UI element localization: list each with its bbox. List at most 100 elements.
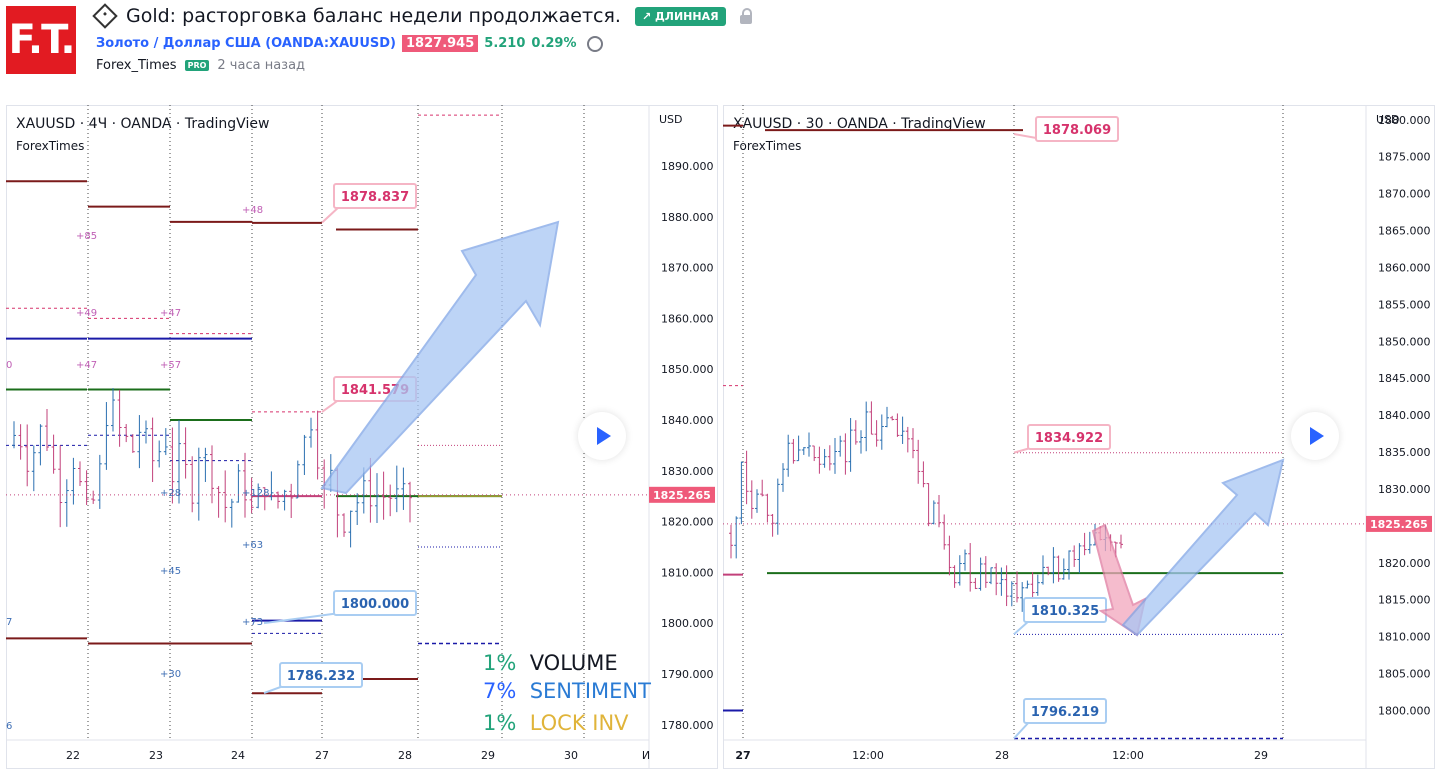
price-tick-label: 1850.000 [661,363,714,376]
price-tick-label: 1880.000 [661,211,714,224]
price-tick-label: 1870.000 [1378,188,1431,201]
callout-box [333,590,417,616]
price-tick-label: 1790.000 [661,668,714,681]
callout-box [1023,698,1107,724]
level-distance-label: +48 [242,205,263,216]
idea-title-row: Gold: расторговка баланс недели продолжа… [92,3,752,29]
time-tick-label: 28 [995,749,1009,762]
idea-diamond-icon [92,3,118,29]
level-distance-label: 0 [6,360,12,371]
time-tick-label: 30 [564,749,578,762]
callout-box [1027,424,1111,450]
currency-label: USD [659,113,683,126]
callout-label: 1810.325 [1031,604,1099,619]
indicator-sentiment: 7% SENTIMENT [483,679,651,703]
time-ago: 2 часа назад [217,58,306,73]
price-tick-label: 1830.000 [1378,483,1431,496]
forecast-arrow-up [320,220,560,495]
price-tick-label: 1890.000 [661,160,714,173]
callout-box [279,662,363,688]
time-tick-label: И [642,749,650,762]
level-distance-label: +85 [76,231,97,242]
pro-badge: PRO [184,60,210,71]
chart-title: XAUUSD · 4Ч · OANDA · TradingView [16,116,269,132]
price-tick-label: 1830.000 [661,465,714,478]
time-tick-label: 12:00 [852,749,884,762]
price-tick-label: 1860.000 [661,312,714,325]
price-change-pct: 0.29% [531,36,577,51]
callout-label: 1834.922 [1035,431,1103,446]
price-tick-label: 1815.000 [1378,594,1431,607]
level-distance-label: +128 [242,488,269,499]
callout-label: 1878.837 [341,190,409,205]
level-distance-label: +57 [160,360,181,371]
callout-label: 1786.232 [287,669,355,684]
price-tick-label: 1850.000 [1378,335,1431,348]
chart-title: XAUUSD · 30 · OANDA · TradingView [733,116,986,132]
author-name[interactable]: Forex_Times [96,58,177,73]
level-distance-label: +49 [76,308,97,319]
chart-subtitle: ForexTimes [733,139,801,153]
lock-icon [739,7,752,24]
level-distance-label: +45 [160,566,181,577]
price-badge: 1827.945 [402,35,479,52]
price-tick-label: 1875.000 [1378,151,1431,164]
indicator-volume: 1% VOLUME [483,651,618,675]
price-tick-label: 1865.000 [1378,225,1431,238]
level-distance-label: +73 [242,617,263,628]
level-distance-label: 6 [6,721,12,732]
callout-label: 1878.069 [1043,123,1111,138]
symbol-link[interactable]: Золото / Доллар США (OANDA:XAUUSD) [96,36,397,51]
level-distance-label: 7 [6,617,12,628]
time-tick-label: 28 [398,749,412,762]
current-price-tag-label: 1825.265 [653,489,711,502]
symbol-row: Золото / Доллар США (OANDA:XAUUSD) 1827.… [96,35,603,52]
forecast-arrow-up [1121,458,1285,637]
callout-label: 1800.000 [341,597,409,612]
time-tick-label: 27 [735,749,750,762]
price-tick-label: 1800.000 [1378,704,1431,717]
current-price-tag-label: 1825.265 [1370,518,1428,531]
price-tick-label: 1855.000 [1378,298,1431,311]
level-distance-label: +47 [76,360,97,371]
play-button-left[interactable] [578,412,626,460]
price-change: 5.210 [484,36,526,51]
time-tick-label: 22 [66,749,80,762]
level-distance-label: +63 [242,540,263,551]
price-tick-label: 1835.000 [1378,446,1431,459]
level-distance-label: +47 [160,308,181,319]
price-tick-label: 1880.000 [1378,114,1431,127]
callout-box [1035,116,1119,142]
price-tick-label: 1800.000 [661,617,714,630]
price-tick-label: 1870.000 [661,262,714,275]
price-tick-label: 1820.000 [661,516,714,529]
current-price-tag [1366,515,1432,532]
callout-box [333,183,417,209]
long-badge: ↗ ДЛИННАЯ [634,6,726,26]
time-tick-label: 24 [231,749,245,762]
idea-title: Gold: расторговка баланс недели продолжа… [126,5,621,27]
price-tick-label: 1860.000 [1378,261,1431,274]
alarm-icon[interactable] [586,35,603,52]
current-price-tag [649,486,715,503]
author-logo[interactable]: F.T. [6,6,76,74]
currency-label: USD [1376,113,1400,126]
indicator-lock-inv: 1% LOCK INV [483,711,629,735]
time-tick-label: 12:00 [1112,749,1144,762]
price-tick-label: 1840.000 [1378,409,1431,422]
price-tick-label: 1810.000 [661,566,714,579]
time-tick-label: 27 [315,749,329,762]
price-tick-label: 1840.000 [661,414,714,427]
price-tick-label: 1820.000 [1378,557,1431,570]
callout-label: 1796.219 [1031,705,1099,720]
play-button-right[interactable] [1291,412,1339,460]
time-tick-label: 29 [481,749,495,762]
level-distance-label: +28 [160,488,181,499]
chart-subtitle: ForexTimes [16,139,84,153]
callout-pointer [263,612,341,625]
price-tick-label: 1805.000 [1378,668,1431,681]
time-tick-label: 29 [1254,749,1268,762]
price-tick-label: 1780.000 [661,719,714,732]
author-row: Forex_Times PRO 2 часа назад [96,58,305,73]
price-tick-label: 1810.000 [1378,631,1431,644]
